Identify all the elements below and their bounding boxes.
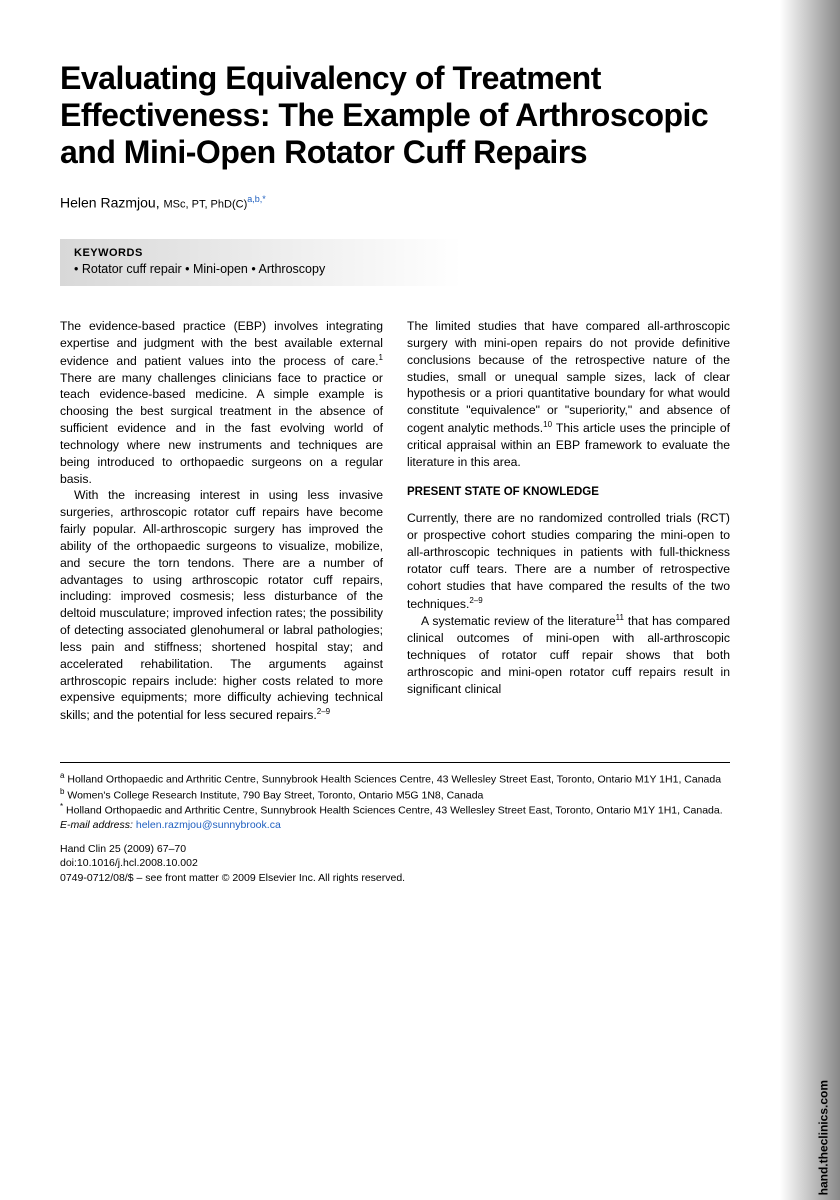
text: Holland Orthopaedic and Arthritic Centre… — [67, 774, 721, 786]
keywords-box: KEYWORDS • Rotator cuff repair • Mini-op… — [60, 239, 730, 286]
body-columns: The evidence-based practice (EBP) involv… — [60, 318, 730, 724]
author-degrees: MSc, PT, PhD(C) — [164, 199, 248, 211]
column-left: The evidence-based practice (EBP) involv… — [60, 318, 383, 724]
affiliation-corresponding: * Holland Orthopaedic and Arthritic Cent… — [60, 802, 730, 818]
text: A systematic review of the literature — [421, 615, 616, 629]
text: The limited studies that have compared a… — [407, 319, 730, 435]
column-right: The limited studies that have compared a… — [407, 318, 730, 724]
citation-ref: 2–9 — [469, 596, 482, 605]
email-label: E-mail address: — [60, 819, 133, 831]
paragraph: Currently, there are no randomized contr… — [407, 510, 730, 612]
paragraph: The evidence-based practice (EBP) involv… — [60, 318, 383, 487]
text: There are many challenges clinicians fac… — [60, 371, 383, 486]
email-line: E-mail address: helen.razmjou@sunnybrook… — [60, 818, 730, 832]
text: The evidence-based practice (EBP) involv… — [60, 319, 383, 368]
affiliation-a: a Holland Orthopaedic and Arthritic Cent… — [60, 771, 730, 787]
author-name: Helen Razmjou, — [60, 195, 160, 211]
citation-ref: 2–9 — [317, 707, 330, 716]
page-content: Evaluating Equivalency of Treatment Effe… — [0, 0, 840, 915]
citation-copyright: 0749-0712/08/$ – see front matter © 2009… — [60, 871, 730, 885]
section-heading: PRESENT STATE OF KNOWLEDGE — [407, 485, 730, 501]
text: With the increasing interest in using le… — [60, 488, 383, 722]
email-link[interactable]: helen.razmjou@sunnybrook.ca — [136, 819, 281, 831]
side-journal-url: hand.theclinics.com — [816, 1080, 830, 1195]
keywords-text: • Rotator cuff repair • Mini-open • Arth… — [74, 262, 716, 276]
author-affiliations: a,b,* — [247, 194, 266, 204]
keywords-label: KEYWORDS — [74, 247, 716, 259]
paragraph: The limited studies that have compared a… — [407, 318, 730, 471]
citation-doi: doi:10.1016/j.hcl.2008.10.002 — [60, 856, 730, 870]
text: Women's College Research Institute, 790 … — [67, 789, 483, 801]
article-title: Evaluating Equivalency of Treatment Effe… — [60, 60, 730, 170]
citation-ref: 1 — [379, 353, 383, 362]
footer: a Holland Orthopaedic and Arthritic Cent… — [60, 762, 730, 885]
text: Currently, there are no randomized contr… — [407, 511, 730, 610]
text: Holland Orthopaedic and Arthritic Centre… — [66, 805, 723, 817]
paragraph: With the increasing interest in using le… — [60, 487, 383, 724]
citation-ref: 11 — [616, 613, 624, 622]
citation-block: Hand Clin 25 (2009) 67–70 doi:10.1016/j.… — [60, 842, 730, 885]
paragraph: A systematic review of the literature11 … — [407, 612, 730, 697]
citation-journal: Hand Clin 25 (2009) 67–70 — [60, 842, 730, 856]
affiliation-b: b Women's College Research Institute, 79… — [60, 787, 730, 803]
author-line: Helen Razmjou, MSc, PT, PhD(C)a,b,* — [60, 194, 730, 211]
citation-ref: 10 — [543, 420, 552, 429]
